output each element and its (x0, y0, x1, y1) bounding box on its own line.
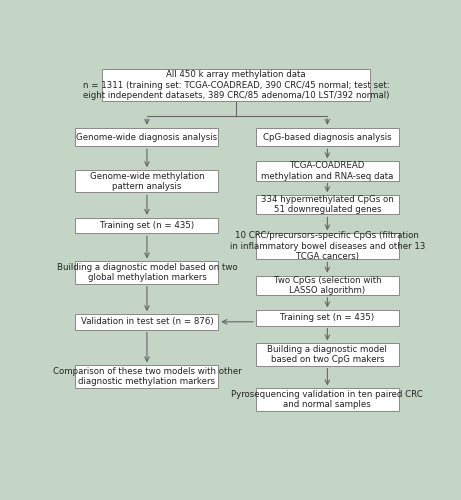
Text: Building a diagnostic model based on two
global methylation markers: Building a diagnostic model based on two… (57, 263, 237, 282)
FancyBboxPatch shape (256, 195, 399, 214)
FancyBboxPatch shape (256, 310, 399, 326)
Text: TCGA-COADREAD
methylation and RNA-seq data: TCGA-COADREAD methylation and RNA-seq da… (261, 161, 394, 180)
FancyBboxPatch shape (76, 170, 219, 192)
FancyBboxPatch shape (102, 68, 370, 102)
FancyBboxPatch shape (76, 218, 219, 234)
FancyBboxPatch shape (256, 233, 399, 260)
Text: Validation in test set (n = 876): Validation in test set (n = 876) (81, 318, 213, 326)
FancyBboxPatch shape (76, 128, 219, 146)
FancyBboxPatch shape (256, 276, 399, 295)
FancyBboxPatch shape (76, 366, 219, 388)
Text: All 450 k array methylation data
n = 1311 (training set: TCGA-COADREAD, 390 CRC/: All 450 k array methylation data n = 131… (83, 70, 390, 100)
Text: Comparison of these two models with other
diagnostic methylation markers: Comparison of these two models with othe… (53, 367, 241, 386)
FancyBboxPatch shape (76, 314, 219, 330)
FancyBboxPatch shape (256, 128, 399, 146)
Text: Genome-wide diagnosis analysis: Genome-wide diagnosis analysis (77, 132, 218, 141)
Text: Genome-wide methylation
pattern analysis: Genome-wide methylation pattern analysis (89, 172, 204, 191)
Text: Training set (n = 435): Training set (n = 435) (100, 221, 194, 230)
Text: Training set (n = 435): Training set (n = 435) (280, 314, 374, 322)
FancyBboxPatch shape (76, 262, 219, 283)
Text: Two CpGs (selection with
LASSO algorithm): Two CpGs (selection with LASSO algorithm… (273, 276, 381, 295)
FancyBboxPatch shape (256, 388, 399, 410)
Text: CpG-based diagnosis analysis: CpG-based diagnosis analysis (263, 132, 392, 141)
Text: Building a diagnostic model
based on two CpG makers: Building a diagnostic model based on two… (267, 345, 387, 364)
Text: 10 CRC/precursors-specific CpGs (filtration
in inflammatory bowel diseases and o: 10 CRC/precursors-specific CpGs (filtrat… (230, 232, 425, 261)
Text: 334 hypermethylated CpGs on
51 downregulated genes: 334 hypermethylated CpGs on 51 downregul… (261, 195, 394, 214)
FancyBboxPatch shape (256, 162, 399, 180)
FancyBboxPatch shape (256, 344, 399, 365)
Text: Pyrosequencing validation in ten paired CRC
and normal samples: Pyrosequencing validation in ten paired … (231, 390, 423, 409)
